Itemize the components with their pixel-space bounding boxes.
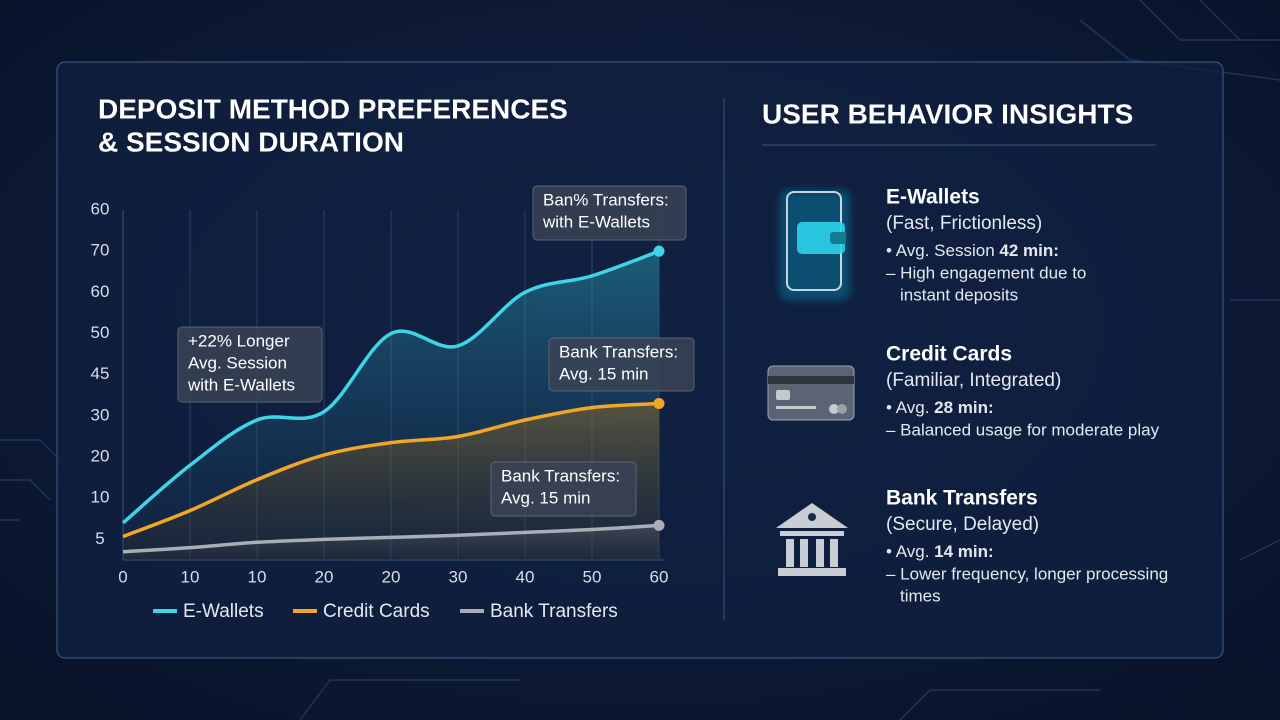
x-tick-label: 10 <box>248 567 267 586</box>
y-tick-label: 50 <box>91 323 110 342</box>
x-tick-label: 20 <box>315 567 334 586</box>
bullet-text: • Avg. <box>886 398 934 417</box>
y-tick-label: 70 <box>91 241 110 260</box>
item-title: Bank Transfers <box>886 487 1038 510</box>
x-tick-label: 0 <box>118 567 127 586</box>
legend-label: Credit Cards <box>323 601 430 622</box>
x-tick-label: 10 <box>181 567 200 586</box>
annotation-box <box>548 337 695 392</box>
annotation-text: +22% Longer <box>188 331 290 350</box>
annotation-text: with E-Wallets <box>542 212 650 231</box>
card-icon <box>767 365 855 421</box>
insights: USER BEHAVIOR INSIGHTS E-Wallets (Fast, Fr… <box>762 98 1168 605</box>
annotation-box <box>490 461 637 517</box>
end-dot <box>653 245 665 257</box>
item-title: E-Wallets <box>886 186 980 209</box>
annotation-text: Avg. 15 min <box>501 488 590 507</box>
y-tick-label: 60 <box>91 199 110 218</box>
series-line <box>121 249 660 525</box>
chart-title: DEPOSIT METHOD PREFERENCES <box>98 93 568 124</box>
annotation-text: Bank Transfers: <box>559 342 678 361</box>
y-tick-label: 10 <box>91 488 110 507</box>
item-detail: times <box>900 586 941 605</box>
chart-title: & SESSION DURATION <box>98 126 404 157</box>
series-area <box>123 403 659 560</box>
item-subtitle: (Familiar, Integrated) <box>886 370 1061 391</box>
annotation-text: Bank Transfers: <box>501 466 620 485</box>
annotation-box <box>177 326 323 403</box>
annotation-text: Ban% Transfers: <box>543 190 669 209</box>
y-tick-label: 5 <box>95 529 104 548</box>
x-tick-label: 50 <box>583 567 602 586</box>
end-dot <box>653 519 665 531</box>
x-tick-label: 60 <box>650 567 669 586</box>
bullet-value: 42 min: <box>999 241 1059 260</box>
annotation-text: Avg. 15 min <box>559 364 648 383</box>
y-tick-label: 60 <box>91 282 110 301</box>
y-tick-label: 45 <box>91 364 110 383</box>
item-bullet: • Avg. Session 42 min: <box>886 241 1059 260</box>
item-detail: – Balanced usage for moderate play <box>886 420 1160 439</box>
item-detail: – High engagement due to <box>886 263 1086 282</box>
chart: DEPOSIT METHOD PREFERENCES& SESSION DURA… <box>91 93 695 622</box>
bullet-value: 28 min: <box>934 398 994 417</box>
phone-icon <box>780 190 850 300</box>
y-tick-label: 20 <box>91 447 110 466</box>
x-tick-label: 20 <box>382 567 401 586</box>
item-title: Credit Cards <box>886 343 1012 366</box>
annotation-box <box>532 185 687 241</box>
item-subtitle: (Fast, Frictionless) <box>886 213 1042 234</box>
y-tick-label: 30 <box>91 405 110 424</box>
bullet-text: • Avg. <box>886 542 934 561</box>
annotation-text: with E-Wallets <box>187 375 295 394</box>
legend-label: Bank Transfers <box>490 601 618 622</box>
x-tick-label: 40 <box>516 567 535 586</box>
item-detail: instant deposits <box>900 285 1018 304</box>
bank-icon <box>776 503 848 576</box>
series-line <box>122 523 660 554</box>
x-tick-label: 30 <box>449 567 468 586</box>
bullet-text: • Avg. Session <box>886 241 999 260</box>
legend-label: E-Wallets <box>183 601 264 622</box>
item-bullet: • Avg. 28 min: <box>886 398 994 417</box>
annotation-text: Avg. Session <box>188 353 287 372</box>
item-detail: – Lower frequency, longer processing <box>886 564 1168 583</box>
bullet-value: 14 min: <box>934 542 994 561</box>
item-subtitle: (Secure, Delayed) <box>886 514 1039 535</box>
series-line <box>122 401 660 539</box>
item-bullet: • Avg. 14 min: <box>886 542 994 561</box>
insights-title: USER BEHAVIOR INSIGHTS <box>762 98 1133 129</box>
end-dot <box>653 398 665 410</box>
